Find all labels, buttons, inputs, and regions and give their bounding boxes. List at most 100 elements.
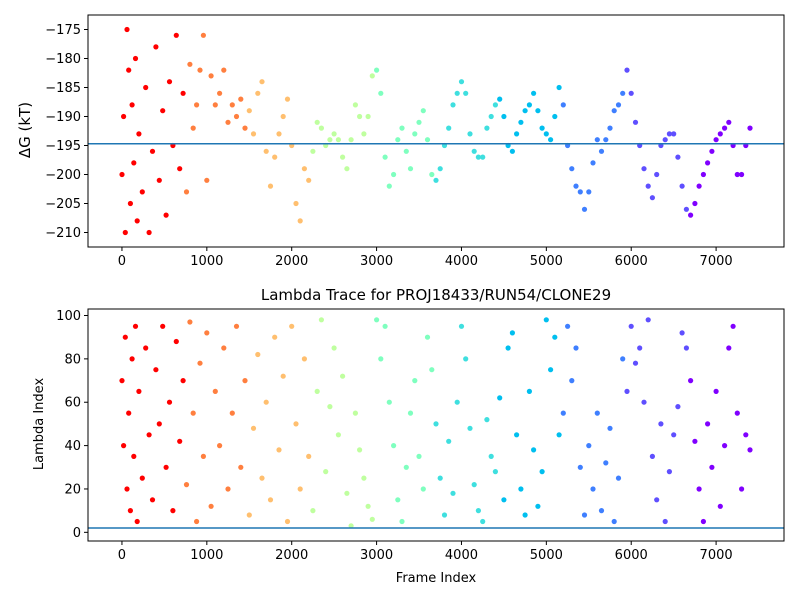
- delta-g-point: [352, 102, 358, 108]
- lambda-point: [229, 410, 235, 416]
- delta-g-point: [475, 154, 481, 160]
- lambda-y-tick-label: 80: [64, 352, 81, 367]
- delta-g-point: [543, 131, 549, 137]
- delta-g-point: [180, 90, 186, 96]
- lambda-point: [348, 523, 354, 529]
- delta-g-point: [301, 166, 307, 172]
- lambda-point: [200, 453, 206, 459]
- delta-g-point: [149, 148, 156, 154]
- lambda-point: [378, 356, 384, 362]
- delta-g-point: [242, 125, 248, 131]
- delta-g-point: [395, 137, 401, 143]
- delta-g-point: [590, 160, 596, 166]
- lambda-point: [632, 360, 639, 366]
- lambda-point: [666, 469, 673, 475]
- lambda-point: [183, 482, 190, 488]
- lambda-point: [212, 388, 218, 394]
- lambda-point: [509, 330, 515, 336]
- lambda-point: [272, 334, 278, 340]
- lambda-point: [700, 518, 707, 525]
- delta-g-point: [160, 108, 166, 114]
- lambda-point: [399, 518, 405, 525]
- lambda-point: [391, 443, 397, 449]
- delta-g-point: [726, 119, 732, 125]
- lambda-points: [119, 317, 753, 529]
- lambda-point: [163, 464, 169, 470]
- delta-g-point: [488, 113, 494, 120]
- lambda-point: [420, 486, 426, 492]
- delta-g-y-tick-label: −175: [45, 23, 81, 38]
- delta-g-point: [177, 166, 183, 172]
- lambda-point: [242, 378, 248, 384]
- lambda-point: [433, 421, 439, 427]
- delta-g-point: [233, 113, 240, 120]
- delta-g-point: [739, 171, 745, 178]
- lambda-point: [276, 447, 282, 453]
- lambda-point: [386, 399, 392, 405]
- lambda-point: [569, 378, 575, 384]
- lambda-point: [743, 432, 749, 438]
- delta-g-y-tick-label: −210: [45, 226, 81, 241]
- lambda-point: [497, 395, 503, 401]
- delta-g-point: [539, 125, 545, 131]
- delta-g-point: [429, 171, 435, 178]
- lambda-point: [717, 503, 723, 509]
- delta-g-point: [734, 171, 740, 178]
- delta-g-point: [146, 229, 152, 236]
- lambda-point: [131, 453, 137, 459]
- delta-g-point: [586, 189, 592, 195]
- lambda-x-axis-label: Frame Index: [396, 571, 477, 586]
- delta-g-point: [134, 218, 140, 224]
- lambda-y-tick-label: 0: [73, 526, 81, 541]
- lambda-x-tick-label: 4000: [445, 548, 478, 563]
- delta-g-point: [221, 67, 227, 73]
- delta-g-point: [208, 73, 214, 79]
- delta-g-x-tick-label: 3000: [360, 254, 393, 269]
- delta-g-point: [603, 137, 609, 143]
- lambda-point: [132, 323, 139, 329]
- lambda-point: [565, 323, 571, 329]
- delta-g-x-tick-label: 7000: [700, 254, 733, 269]
- delta-g-point: [318, 125, 324, 131]
- delta-g-point: [200, 32, 206, 38]
- delta-g-y-tick-label: −180: [45, 52, 81, 67]
- lambda-point: [552, 334, 558, 340]
- delta-g-point: [437, 166, 443, 172]
- lambda-point: [146, 432, 152, 438]
- lambda-point: [641, 399, 647, 405]
- lambda-point: [628, 323, 634, 329]
- delta-g-point: [679, 183, 685, 189]
- delta-g-point: [272, 154, 278, 160]
- delta-g-point: [620, 90, 626, 96]
- delta-g-y-tick-label: −205: [45, 197, 81, 212]
- lambda-point: [637, 345, 643, 351]
- lambda-point: [173, 338, 179, 345]
- delta-g-point: [212, 102, 218, 108]
- delta-g-points: [119, 26, 753, 236]
- delta-g-point: [187, 61, 193, 67]
- lambda-point: [289, 323, 295, 329]
- delta-g-point: [556, 84, 562, 91]
- lambda-point: [250, 425, 257, 431]
- lambda-point: [692, 438, 698, 444]
- lambda-point: [543, 317, 549, 323]
- delta-g-point: [446, 125, 452, 131]
- delta-g-point: [700, 171, 707, 178]
- lambda-point: [560, 410, 566, 416]
- delta-g-x-tick-label: 5000: [530, 254, 563, 269]
- lambda-point: [730, 323, 736, 329]
- delta-g-point: [391, 171, 397, 178]
- lambda-point: [412, 378, 418, 384]
- delta-g-point: [365, 113, 371, 120]
- delta-g-point: [246, 108, 252, 114]
- lambda-point: [611, 518, 617, 525]
- delta-g-point: [190, 125, 196, 131]
- lambda-point: [709, 464, 715, 470]
- delta-g-point: [581, 206, 588, 212]
- lambda-point: [225, 486, 231, 492]
- lambda-point: [726, 345, 732, 351]
- lambda-point: [374, 317, 380, 323]
- lambda-y-tick-label: 40: [64, 439, 81, 454]
- lambda-point: [238, 464, 244, 470]
- delta-g-y-tick-label: −200: [45, 168, 81, 183]
